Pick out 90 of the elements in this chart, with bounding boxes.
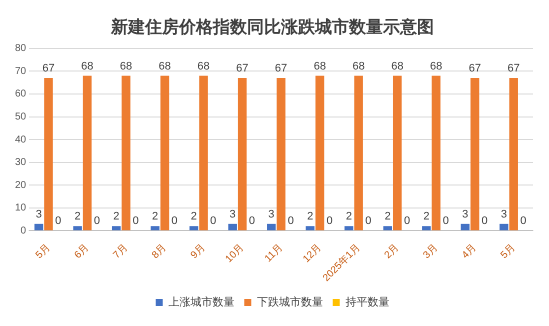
- bar: [112, 226, 121, 230]
- data-label: 68: [314, 60, 326, 72]
- data-label: 0: [171, 215, 178, 228]
- x-tick-label: 11月: [262, 242, 286, 264]
- bar: [470, 78, 480, 230]
- bar: [238, 78, 247, 230]
- y-tick-label: 70: [15, 66, 27, 77]
- data-label: 67: [507, 62, 520, 75]
- data-label: 0: [365, 215, 372, 228]
- legend-label: 下跌城市数量: [256, 296, 323, 309]
- bar: [422, 226, 431, 230]
- data-label: 0: [481, 215, 488, 228]
- legend-label: 上涨城市数量: [168, 296, 234, 309]
- x-tick-label: 7月: [111, 242, 130, 262]
- data-label: 0: [248, 215, 256, 228]
- data-label: 68: [430, 60, 442, 72]
- bar: [306, 226, 314, 230]
- legend-label: 持平数量: [345, 296, 390, 309]
- data-label: 67: [468, 62, 481, 75]
- bar: [199, 76, 208, 230]
- y-tick-label: 60: [15, 88, 27, 100]
- data-label: 68: [81, 60, 94, 72]
- bar: [354, 76, 363, 230]
- bar: [228, 224, 237, 230]
- bar: [509, 78, 518, 230]
- x-tick-label: 6月: [72, 242, 92, 262]
- bar: [73, 226, 82, 230]
- bar: [392, 76, 402, 230]
- x-tick-label: 4月: [460, 242, 479, 262]
- bar: [460, 224, 470, 230]
- data-label: 2: [346, 210, 352, 223]
- data-label: 0: [520, 215, 526, 228]
- bar: [500, 224, 508, 230]
- bar: [344, 226, 354, 230]
- x-tick-label: 3月: [421, 242, 440, 262]
- y-tick-label: 10: [15, 202, 27, 214]
- bar: [432, 76, 440, 230]
- y-tick-label: 80: [15, 43, 27, 54]
- data-label: 0: [288, 215, 294, 228]
- data-label: 3: [36, 208, 42, 220]
- y-tick-label: 0: [20, 225, 27, 236]
- data-label: 2: [190, 210, 197, 223]
- x-tick-label: 5月: [34, 242, 53, 262]
- data-label: 2: [74, 210, 81, 223]
- x-tick-label: 5月: [498, 242, 518, 262]
- chart-title: 新建住房价格指数同比涨跌城市数量示意图: [110, 18, 434, 37]
- bar: [122, 76, 130, 230]
- bar: [383, 226, 392, 230]
- x-tick-label: 9月: [188, 242, 208, 262]
- bar: [44, 78, 53, 230]
- data-label: 0: [55, 215, 62, 228]
- data-label: 3: [500, 208, 507, 220]
- bar: [34, 224, 44, 230]
- data-label: 67: [274, 62, 288, 75]
- y-tick-label: 30: [15, 157, 27, 168]
- data-label: 2: [423, 210, 430, 223]
- x-tick-label: 8月: [150, 242, 169, 262]
- y-tick-label: 50: [15, 112, 27, 123]
- data-label: 67: [236, 62, 248, 75]
- data-label: 68: [158, 60, 171, 72]
- data-label: 2: [384, 210, 391, 223]
- bar: [276, 78, 286, 230]
- x-tick-label: 12月: [301, 242, 324, 265]
- data-label: 0: [326, 215, 333, 228]
- bar: [150, 226, 160, 230]
- bar: [315, 76, 324, 230]
- bar: [82, 76, 92, 230]
- data-label: 3: [268, 208, 274, 220]
- bar: [189, 226, 198, 230]
- y-tick-label: 20: [15, 180, 27, 191]
- data-label: 68: [391, 60, 404, 72]
- data-label: 3: [230, 208, 236, 220]
- data-label: 0: [442, 215, 449, 228]
- data-label: 68: [352, 60, 365, 72]
- x-tick-label: 2月: [382, 242, 402, 262]
- data-label: 3: [462, 208, 468, 220]
- x-tick-label: 10月: [224, 242, 246, 265]
- data-label: 0: [210, 215, 216, 228]
- data-label: 2: [113, 210, 120, 223]
- y-tick-label: 40: [15, 134, 27, 146]
- data-label: 0: [132, 215, 139, 228]
- bar: [267, 224, 276, 230]
- data-label: 68: [197, 60, 210, 72]
- data-label: 2: [152, 210, 158, 223]
- bar: [160, 76, 170, 230]
- data-label: 0: [404, 215, 410, 228]
- data-label: 67: [42, 62, 55, 75]
- data-label: 2: [307, 210, 314, 223]
- data-label: 68: [120, 60, 132, 72]
- data-label: 0: [94, 215, 100, 228]
